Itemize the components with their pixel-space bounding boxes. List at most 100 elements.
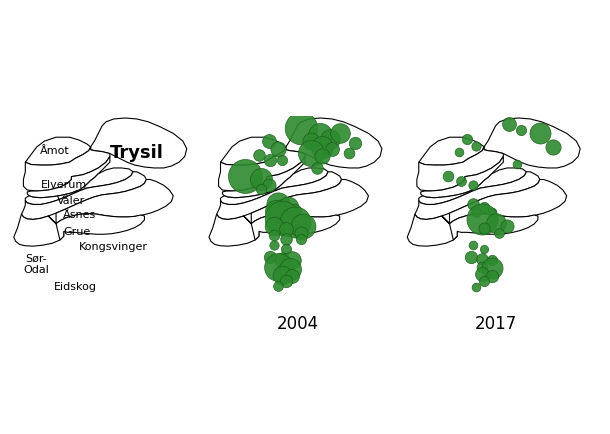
Point xyxy=(306,138,316,145)
Text: Elverum: Elverum xyxy=(41,180,87,190)
Polygon shape xyxy=(251,180,368,224)
Point xyxy=(477,270,487,277)
Polygon shape xyxy=(218,148,305,191)
Polygon shape xyxy=(442,214,538,240)
Polygon shape xyxy=(421,157,503,198)
Polygon shape xyxy=(27,157,110,198)
Point xyxy=(265,254,275,261)
Point xyxy=(271,208,281,215)
Text: Grue: Grue xyxy=(63,227,91,237)
Polygon shape xyxy=(209,214,259,247)
Point xyxy=(290,219,300,226)
Point xyxy=(479,204,489,211)
Polygon shape xyxy=(243,214,340,240)
Text: 2004: 2004 xyxy=(276,314,318,332)
Point xyxy=(281,246,291,253)
Polygon shape xyxy=(23,148,110,191)
Point xyxy=(477,264,487,271)
Point xyxy=(264,138,273,145)
Text: 2017: 2017 xyxy=(475,314,517,332)
Polygon shape xyxy=(417,148,503,191)
Point xyxy=(479,246,489,253)
Polygon shape xyxy=(221,138,286,166)
Polygon shape xyxy=(450,180,567,224)
Polygon shape xyxy=(221,168,328,205)
Point xyxy=(296,230,306,237)
Point xyxy=(335,131,345,138)
Point xyxy=(495,230,504,237)
Polygon shape xyxy=(418,168,526,205)
Point xyxy=(254,151,264,158)
Point xyxy=(287,257,296,264)
Point xyxy=(468,182,478,189)
Polygon shape xyxy=(26,168,133,205)
Point xyxy=(312,165,321,172)
Point xyxy=(454,149,464,156)
Point xyxy=(296,125,306,132)
Text: Kongsvinger: Kongsvinger xyxy=(79,241,148,251)
Point xyxy=(479,278,489,285)
Polygon shape xyxy=(21,172,146,220)
Point xyxy=(487,209,497,216)
Point xyxy=(456,178,466,185)
Polygon shape xyxy=(48,214,145,240)
Point xyxy=(487,257,497,264)
Polygon shape xyxy=(56,180,173,224)
Polygon shape xyxy=(91,119,187,168)
Point xyxy=(270,242,279,249)
Point xyxy=(477,216,487,223)
Point xyxy=(479,226,489,233)
Point xyxy=(273,283,283,290)
Point xyxy=(273,201,283,207)
Point xyxy=(281,278,291,285)
Point xyxy=(325,136,335,143)
Point xyxy=(296,236,306,243)
Point xyxy=(264,182,273,189)
Point xyxy=(468,201,478,207)
Polygon shape xyxy=(418,138,484,166)
Point xyxy=(256,177,266,184)
Point xyxy=(283,204,293,211)
Point xyxy=(315,132,325,139)
Text: Eidskog: Eidskog xyxy=(54,282,97,292)
Polygon shape xyxy=(217,172,342,220)
Point xyxy=(487,273,497,279)
Polygon shape xyxy=(223,157,305,198)
Point xyxy=(487,265,497,272)
Text: Åmot: Åmot xyxy=(40,145,70,155)
Point xyxy=(289,208,298,215)
Point xyxy=(317,154,327,161)
Point xyxy=(270,232,279,239)
Point xyxy=(270,223,279,230)
Point xyxy=(265,158,275,164)
Point xyxy=(345,150,354,157)
Polygon shape xyxy=(415,172,540,220)
Point xyxy=(306,150,316,157)
Point xyxy=(287,273,296,279)
Point xyxy=(515,127,525,134)
Point xyxy=(277,158,287,164)
Point xyxy=(273,264,283,271)
Point xyxy=(240,173,250,180)
Point xyxy=(317,144,327,151)
Point xyxy=(277,272,287,279)
Polygon shape xyxy=(286,119,382,168)
Point xyxy=(350,140,360,147)
Polygon shape xyxy=(14,214,63,247)
Point xyxy=(466,254,476,261)
Text: Sør-
Odal: Sør- Odal xyxy=(23,253,49,274)
Text: Trysil: Trysil xyxy=(110,143,163,161)
Polygon shape xyxy=(484,119,580,168)
Text: Våler: Våler xyxy=(57,195,85,205)
Point xyxy=(512,161,522,168)
Point xyxy=(273,146,283,153)
Point xyxy=(277,257,287,264)
Point xyxy=(477,256,487,263)
Point xyxy=(256,186,266,193)
Point xyxy=(281,227,291,233)
Point xyxy=(502,223,512,230)
Text: Åsnes: Åsnes xyxy=(62,210,96,220)
Point xyxy=(504,121,514,128)
Point xyxy=(298,223,308,230)
Point xyxy=(281,236,291,243)
